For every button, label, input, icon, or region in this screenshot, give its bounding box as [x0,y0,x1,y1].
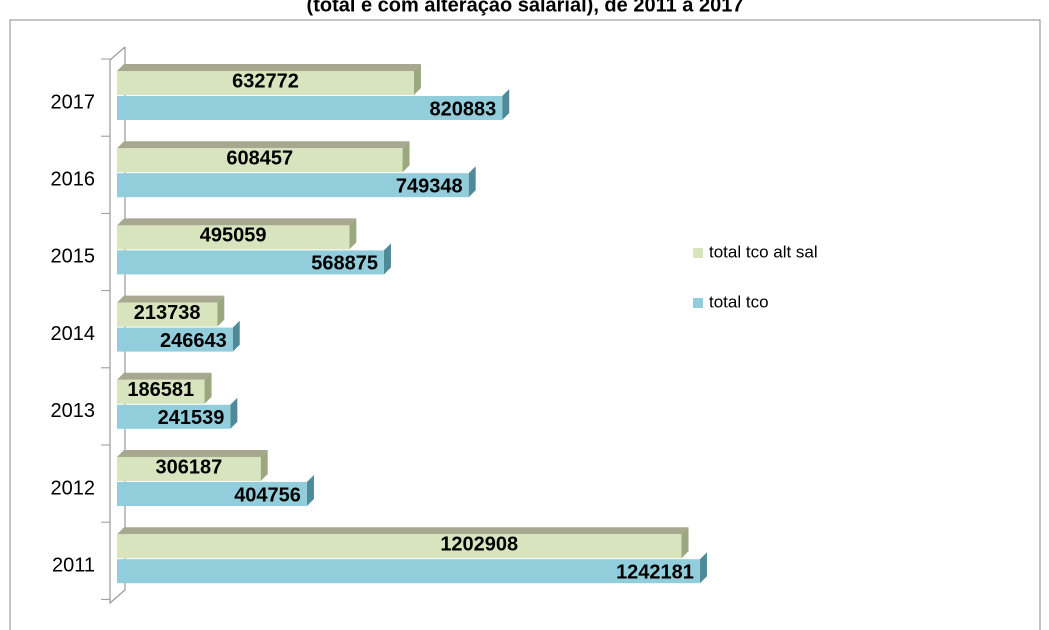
bar-side [681,527,689,559]
data-label: 404756 [234,484,301,506]
data-label: 1202908 [440,533,518,555]
y-tick-label: 2015 [51,246,96,268]
y-tick-label: 2014 [51,323,96,345]
y-tick-label: 2017 [51,91,96,113]
y-tick-label: 2012 [51,477,96,499]
bar-side [468,166,476,198]
bar-side [217,295,225,327]
bar [117,559,700,584]
bar [117,534,682,559]
bar [117,173,469,198]
bar-top [117,450,268,457]
bar [117,457,261,481]
y-tick-label: 2011 [52,554,95,576]
data-label: 749348 [396,175,463,197]
data-label: 820883 [429,98,496,120]
bar [117,225,350,250]
legend-label: total tco [709,292,769,311]
data-label: 241539 [158,407,225,429]
bar-side [204,372,212,404]
legend-label: total tco alt sal [709,242,818,261]
data-label: 568875 [311,253,378,275]
bar-side [383,243,391,275]
data-label: 632772 [232,70,299,92]
bar-side [413,64,421,95]
data-label: 186581 [127,379,194,401]
bar-side [502,89,510,120]
bar [117,96,503,120]
bar-side [699,552,707,584]
y-tick-label: 2013 [51,400,96,422]
data-label: 1242181 [616,561,694,583]
bar [117,482,307,506]
bar-top [117,218,357,226]
bar [117,379,205,404]
legend-swatch [693,298,703,308]
data-label: 246643 [160,330,227,352]
data-label: 495059 [200,225,267,247]
bar [117,71,414,95]
bar-top [117,372,212,380]
legend-swatch [693,248,703,258]
bar-top [117,295,225,303]
bar-side [232,320,240,352]
bar-side [230,397,238,429]
bar [117,250,384,275]
bar-top [117,64,421,71]
y-tick-label: 2016 [51,168,96,190]
chart-title: (total e com alteração salarial), de 201… [307,0,744,16]
bar-top [117,527,689,535]
bar-side [306,475,314,506]
data-label: 608457 [226,147,293,169]
bar [117,148,403,173]
bar [117,404,231,429]
bar [117,302,218,327]
bar-top [117,141,410,149]
bar-side [260,450,268,481]
data-label: 213738 [134,302,201,324]
data-label: 306187 [155,456,222,478]
bar-side [402,141,410,173]
bar-side [349,218,357,250]
bar [117,327,233,352]
